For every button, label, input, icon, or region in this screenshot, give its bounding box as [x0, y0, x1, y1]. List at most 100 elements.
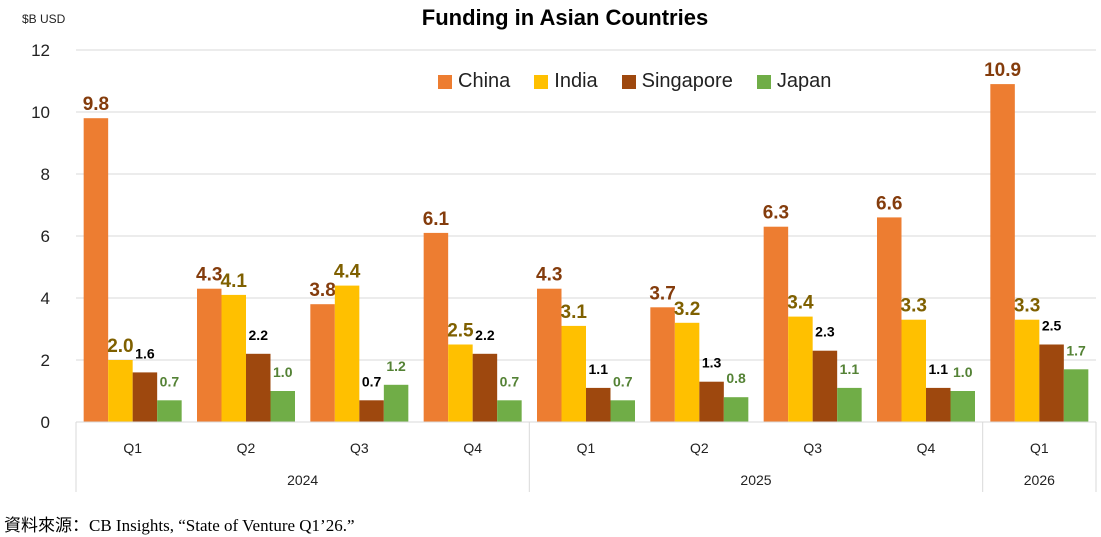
bar-china — [990, 84, 1015, 422]
data-label-india: 3.2 — [674, 299, 700, 320]
x-tick-label: Q2 — [690, 440, 709, 456]
data-label-india: 2.5 — [447, 321, 474, 342]
data-label-china: 3.8 — [309, 280, 335, 301]
bar-singapore — [926, 387, 951, 422]
data-label-india: 3.3 — [1014, 296, 1040, 317]
data-label-japan: 1.2 — [386, 358, 406, 374]
y-tick-label: 12 — [31, 41, 50, 60]
data-label-india: 3.3 — [901, 296, 927, 317]
x-tick-label: Q4 — [463, 440, 482, 456]
data-label-india: 4.4 — [334, 262, 361, 283]
bar-india — [108, 360, 133, 422]
bar-china — [763, 226, 789, 422]
data-label-india: 2.0 — [107, 336, 133, 357]
legend: China India Singapore Japan — [438, 70, 831, 93]
data-label-china: 6.6 — [876, 193, 902, 214]
bar-japan — [157, 400, 182, 422]
bar-japan — [950, 391, 975, 422]
data-label-china: 9.8 — [83, 94, 109, 115]
bar-china — [877, 217, 902, 422]
legend-swatch — [621, 74, 636, 89]
data-label-singapore: 0.7 — [362, 373, 382, 389]
bar-india — [334, 285, 360, 422]
data-label-japan: 1.0 — [953, 364, 973, 380]
year-label: 2024 — [287, 472, 318, 488]
bar-india — [1014, 319, 1040, 422]
legend-label: Japan — [776, 70, 832, 92]
data-label-singapore: 1.3 — [702, 355, 722, 371]
legend-swatch — [438, 74, 452, 89]
data-label-china: 3.7 — [649, 283, 675, 304]
data-label-japan: 1.1 — [840, 361, 860, 377]
bar-singapore — [246, 353, 271, 422]
data-label-singapore: 1.1 — [589, 361, 609, 377]
y-tick-label: 0 — [41, 413, 50, 432]
bar-china — [83, 118, 109, 422]
data-label-china: 4.3 — [196, 265, 222, 286]
y-tick-label: 4 — [41, 289, 50, 308]
x-tick-label: Q1 — [1030, 440, 1049, 456]
data-label-japan: 0.8 — [726, 370, 746, 386]
chart-title: Funding in Asian Countries — [421, 5, 709, 30]
x-tick-label: Q1 — [577, 440, 596, 456]
bar-singapore — [1039, 344, 1064, 422]
data-label-india: 4.1 — [221, 271, 248, 292]
legend-item-japan: Japan — [756, 70, 832, 93]
bar-india — [901, 319, 926, 422]
bar-singapore — [359, 400, 384, 422]
bar-japan — [837, 387, 862, 422]
legend-item-india: India — [534, 70, 598, 93]
y-axis-unit-label: $B USD — [22, 12, 66, 26]
x-tick-label: Q2 — [237, 440, 256, 456]
data-label-japan: 1.7 — [1066, 342, 1086, 358]
x-tick-label: Q1 — [123, 440, 142, 456]
bar-china — [537, 288, 562, 422]
bar-japan — [270, 391, 295, 422]
y-tick-label: 10 — [31, 103, 50, 122]
bar-india — [561, 325, 586, 422]
bar-india — [448, 344, 473, 422]
year-label: 2025 — [740, 472, 771, 488]
legend-swatch — [534, 74, 549, 89]
x-tick-label: Q3 — [803, 440, 822, 456]
bar-singapore — [472, 353, 498, 422]
y-tick-label: 6 — [41, 227, 50, 246]
bar-japan — [723, 397, 749, 422]
bar-india — [788, 316, 813, 422]
x-tick-label: Q4 — [917, 440, 936, 456]
legend-label: India — [554, 70, 598, 92]
bar-china — [650, 307, 675, 422]
bar-singapore — [586, 387, 611, 422]
data-label-japan: 0.7 — [613, 373, 633, 389]
bar-china — [423, 232, 449, 422]
legend-item-china: China — [438, 70, 510, 93]
bar-japan — [610, 400, 635, 422]
data-label-singapore: 2.2 — [249, 327, 269, 343]
bar-india — [674, 322, 700, 422]
data-label-india: 3.1 — [561, 302, 588, 323]
bar-japan — [1063, 369, 1089, 422]
bar-china — [197, 288, 222, 422]
data-label-china: 6.3 — [763, 203, 789, 224]
bar-japan — [497, 400, 522, 422]
data-label-china: 10.9 — [984, 60, 1021, 81]
bar-singapore — [812, 350, 838, 422]
data-label-japan: 0.7 — [500, 373, 520, 389]
legend-label: China — [458, 70, 511, 92]
x-tick-label: Q3 — [350, 440, 369, 456]
data-label-china: 4.3 — [536, 265, 562, 286]
source-note: 資料來源：CB Insights, “State of Venture Q1’2… — [4, 516, 355, 535]
legend-item-singapore: Singapore — [621, 70, 733, 93]
bar-singapore — [132, 372, 158, 422]
bar-singapore — [699, 381, 724, 422]
data-label-singapore: 2.2 — [475, 327, 495, 343]
data-label-china: 6.1 — [423, 209, 450, 230]
y-tick-label: 8 — [41, 165, 50, 184]
legend-swatch — [756, 74, 771, 89]
data-label-japan: 0.7 — [160, 373, 180, 389]
legend-label: Singapore — [641, 70, 733, 92]
data-label-japan: 1.0 — [273, 364, 293, 380]
data-label-singapore: 1.6 — [135, 345, 155, 361]
